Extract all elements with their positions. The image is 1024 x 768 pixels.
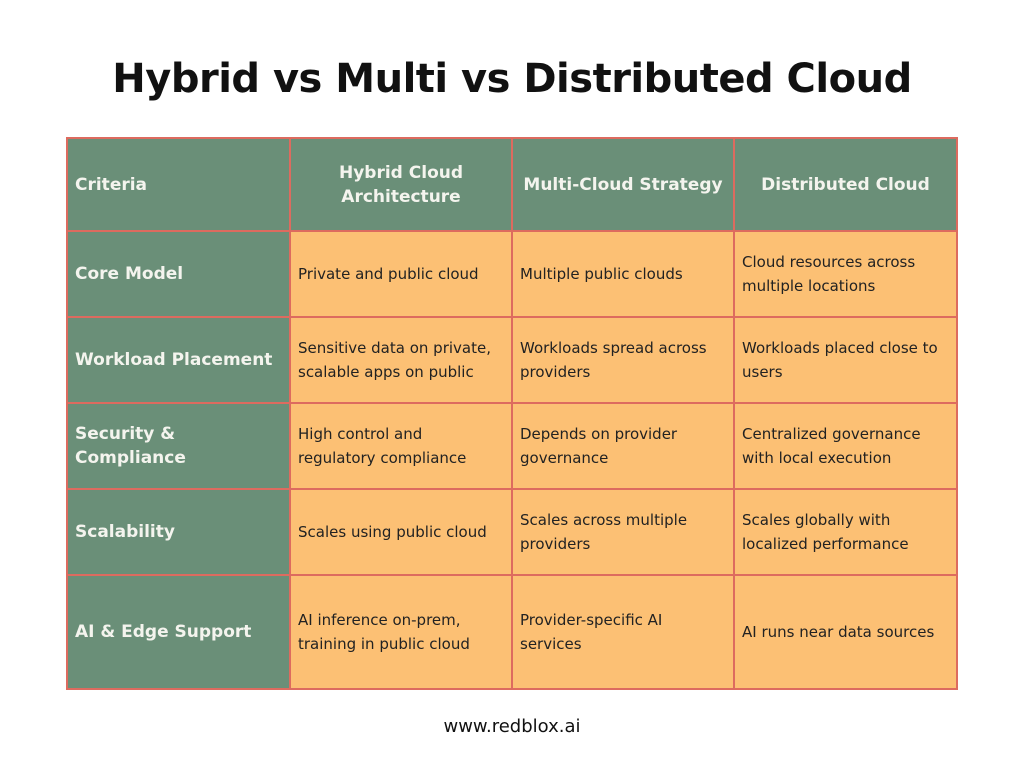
table-cell: Provider-specific AI services	[511, 574, 735, 690]
header-cell: Criteria	[66, 137, 291, 232]
table-cell: AI inference on-prem, training in public…	[289, 574, 513, 690]
table-row: AI & Edge Support AI inference on-prem, t…	[66, 574, 958, 690]
comparison-table: Criteria Hybrid Cloud Architecture Multi…	[66, 137, 958, 690]
criteria-cell: AI & Edge Support	[66, 574, 291, 690]
footer-url: www.redblox.ai	[443, 716, 581, 737]
header-cell: Distributed Cloud	[733, 137, 958, 232]
table-cell: Workloads spread across providers	[511, 316, 735, 404]
criteria-cell: Scalability	[66, 488, 291, 576]
table-cell: Multiple public clouds	[511, 230, 735, 318]
criteria-cell: Core Model	[66, 230, 291, 318]
table-cell: Sensitive data on private, scalable apps…	[289, 316, 513, 404]
table-row: Workload Placement Sensitive data on priv…	[66, 316, 958, 404]
table-cell: Cloud resources across multiple location…	[733, 230, 958, 318]
table-cell: Workloads placed close to users	[733, 316, 958, 404]
table-cell: Scales globally with localized performan…	[733, 488, 958, 576]
table-row: Core Model Private and public cloud Multip…	[66, 230, 958, 318]
table-cell: Centralized governance with local execut…	[733, 402, 958, 490]
table-cell: High control and regulatory compliance	[289, 402, 513, 490]
header-cell: Hybrid Cloud Architecture	[289, 137, 513, 232]
table-row: Security & Compliance High control and re…	[66, 402, 958, 490]
table-cell: Scales across multiple providers	[511, 488, 735, 576]
table-cell: Scales using public cloud	[289, 488, 513, 576]
table-cell: AI runs near data sources	[733, 574, 958, 690]
criteria-cell: Workload Placement	[66, 316, 291, 404]
header-row: Criteria Hybrid Cloud Architecture Multi…	[66, 137, 958, 232]
header-cell: Multi-Cloud Strategy	[511, 137, 735, 232]
table-cell: Private and public cloud	[289, 230, 513, 318]
table-row: Scalability Scales using public cloud Scal…	[66, 488, 958, 576]
criteria-cell: Security & Compliance	[66, 402, 291, 490]
page-title: Hybrid vs Multi vs Distributed Cloud	[112, 56, 912, 102]
table-cell: Depends on provider governance	[511, 402, 735, 490]
